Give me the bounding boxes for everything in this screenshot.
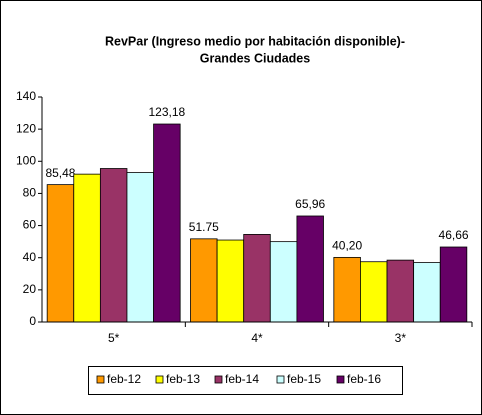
x-tick-label: 3*: [395, 331, 407, 345]
bar: [386, 259, 415, 323]
legend-label: feb-14: [225, 372, 259, 386]
y-tick-label: 100: [16, 153, 36, 167]
chart-title: Grandes Ciudades: [200, 51, 310, 65]
bar: [73, 173, 101, 323]
data-label: 51.75: [189, 220, 219, 234]
legend-swatch: [155, 375, 164, 384]
bar: [269, 241, 298, 323]
x-tick-label: 4*: [251, 331, 263, 345]
legend-box: [88, 366, 403, 395]
data-label: 123,18: [149, 105, 186, 119]
data-label: 85,48: [45, 166, 75, 180]
y-tick-label: 60: [23, 218, 37, 232]
bar: [360, 261, 388, 323]
bar: [439, 246, 468, 323]
legend-label: feb-16: [347, 372, 381, 386]
bar: [216, 239, 245, 323]
legend-swatch: [214, 375, 223, 384]
bar: [243, 234, 271, 323]
chart-title: RevPar (Ingreso medio por habitación dis…: [105, 34, 405, 48]
bar: [333, 256, 361, 323]
bar: [153, 123, 181, 323]
legend-swatch: [336, 375, 345, 384]
bar: [99, 168, 128, 323]
legend-label: feb-12: [107, 372, 141, 386]
y-tick-label: 120: [16, 121, 36, 135]
data-label: 65,96: [295, 197, 325, 211]
legend-swatch: [276, 375, 285, 384]
y-tick-label: 80: [23, 186, 37, 200]
data-label: 46,66: [439, 228, 469, 242]
y-tick-label: 20: [23, 282, 37, 296]
bar: [190, 238, 218, 323]
y-tick-label: 0: [29, 314, 36, 328]
legend-label: feb-13: [166, 372, 200, 386]
data-label: 40,20: [332, 239, 362, 253]
x-tick-label: 5*: [108, 331, 120, 345]
legend-swatch: [96, 375, 105, 384]
bar: [126, 172, 154, 323]
bar: [296, 215, 324, 323]
y-tick-label: 40: [23, 250, 37, 264]
legend-label: feb-15: [287, 372, 321, 386]
bar: [413, 262, 441, 323]
bar: [46, 184, 75, 323]
y-tick-label: 140: [16, 89, 36, 103]
